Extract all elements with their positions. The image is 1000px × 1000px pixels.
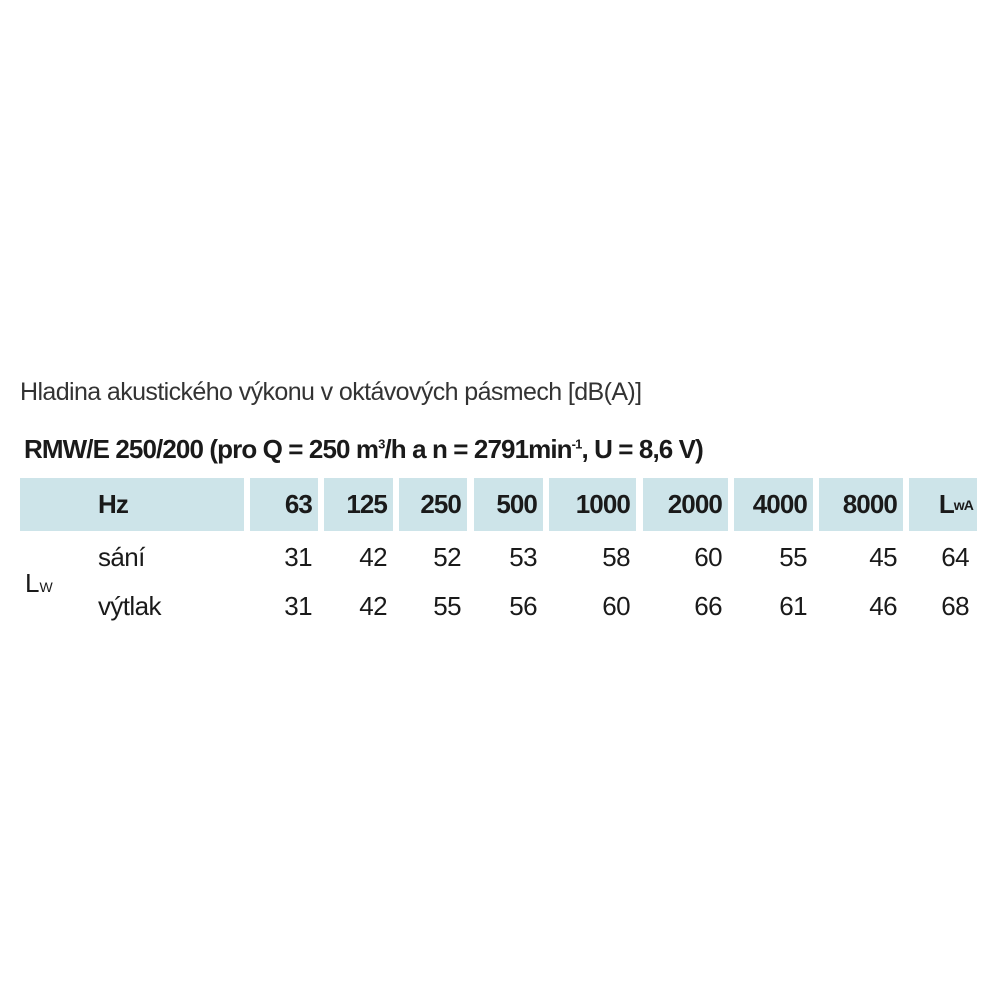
superscript: 3 <box>378 436 385 452</box>
header-hz: Hz <box>20 478 244 531</box>
header-freq: 4000 <box>734 478 813 531</box>
table-cell: 42 <box>359 590 387 621</box>
label-main: L <box>938 489 955 519</box>
table-cell: 60 <box>694 541 722 572</box>
table-cell: 46 <box>869 590 897 621</box>
total-cell: 68 <box>941 590 969 621</box>
header-freq: 250 <box>399 478 467 531</box>
table-cell: 53 <box>509 541 537 572</box>
table-cell: 61 <box>779 590 807 621</box>
table-cell: 31 <box>284 590 312 621</box>
table-cell: 60 <box>602 590 630 621</box>
subtitle-text: /h a n = 2791min <box>384 434 572 464</box>
header-freq: 1000 <box>549 478 636 531</box>
subtitle-text: RMW/E 250/200 (pro Q = 250 m <box>24 434 379 464</box>
table-cell: 55 <box>433 590 461 621</box>
lw-label: LW <box>25 568 53 599</box>
table-cell: 31 <box>284 541 312 572</box>
table-cell: 52 <box>433 541 461 572</box>
table-subtitle: RMW/E 250/200 (pro Q = 250 m3/h a n = 27… <box>24 434 704 465</box>
header-freq: 125 <box>324 478 393 531</box>
label-sub: W <box>39 579 53 595</box>
header-freq: 63 <box>250 478 318 531</box>
label-sub: wA <box>953 496 974 513</box>
label-main: L <box>25 568 40 598</box>
table-cell: 56 <box>509 590 537 621</box>
header-freq: 8000 <box>819 478 903 531</box>
row-label: výtlak <box>98 590 161 621</box>
table-cell: 55 <box>779 541 807 572</box>
table-cell: 42 <box>359 541 387 572</box>
table-cell: 66 <box>694 590 722 621</box>
superscript: -1 <box>571 436 583 452</box>
table-cell: 45 <box>869 541 897 572</box>
row-label: sání <box>98 541 145 572</box>
header-freq: 500 <box>474 478 543 531</box>
total-cell: 64 <box>941 541 969 572</box>
table-cell: 58 <box>602 541 630 572</box>
subtitle-text: , U = 8,6 V) <box>581 434 703 464</box>
header-freq: 2000 <box>643 478 728 531</box>
table-title: Hladina akustického výkonu v oktávových … <box>20 378 642 406</box>
